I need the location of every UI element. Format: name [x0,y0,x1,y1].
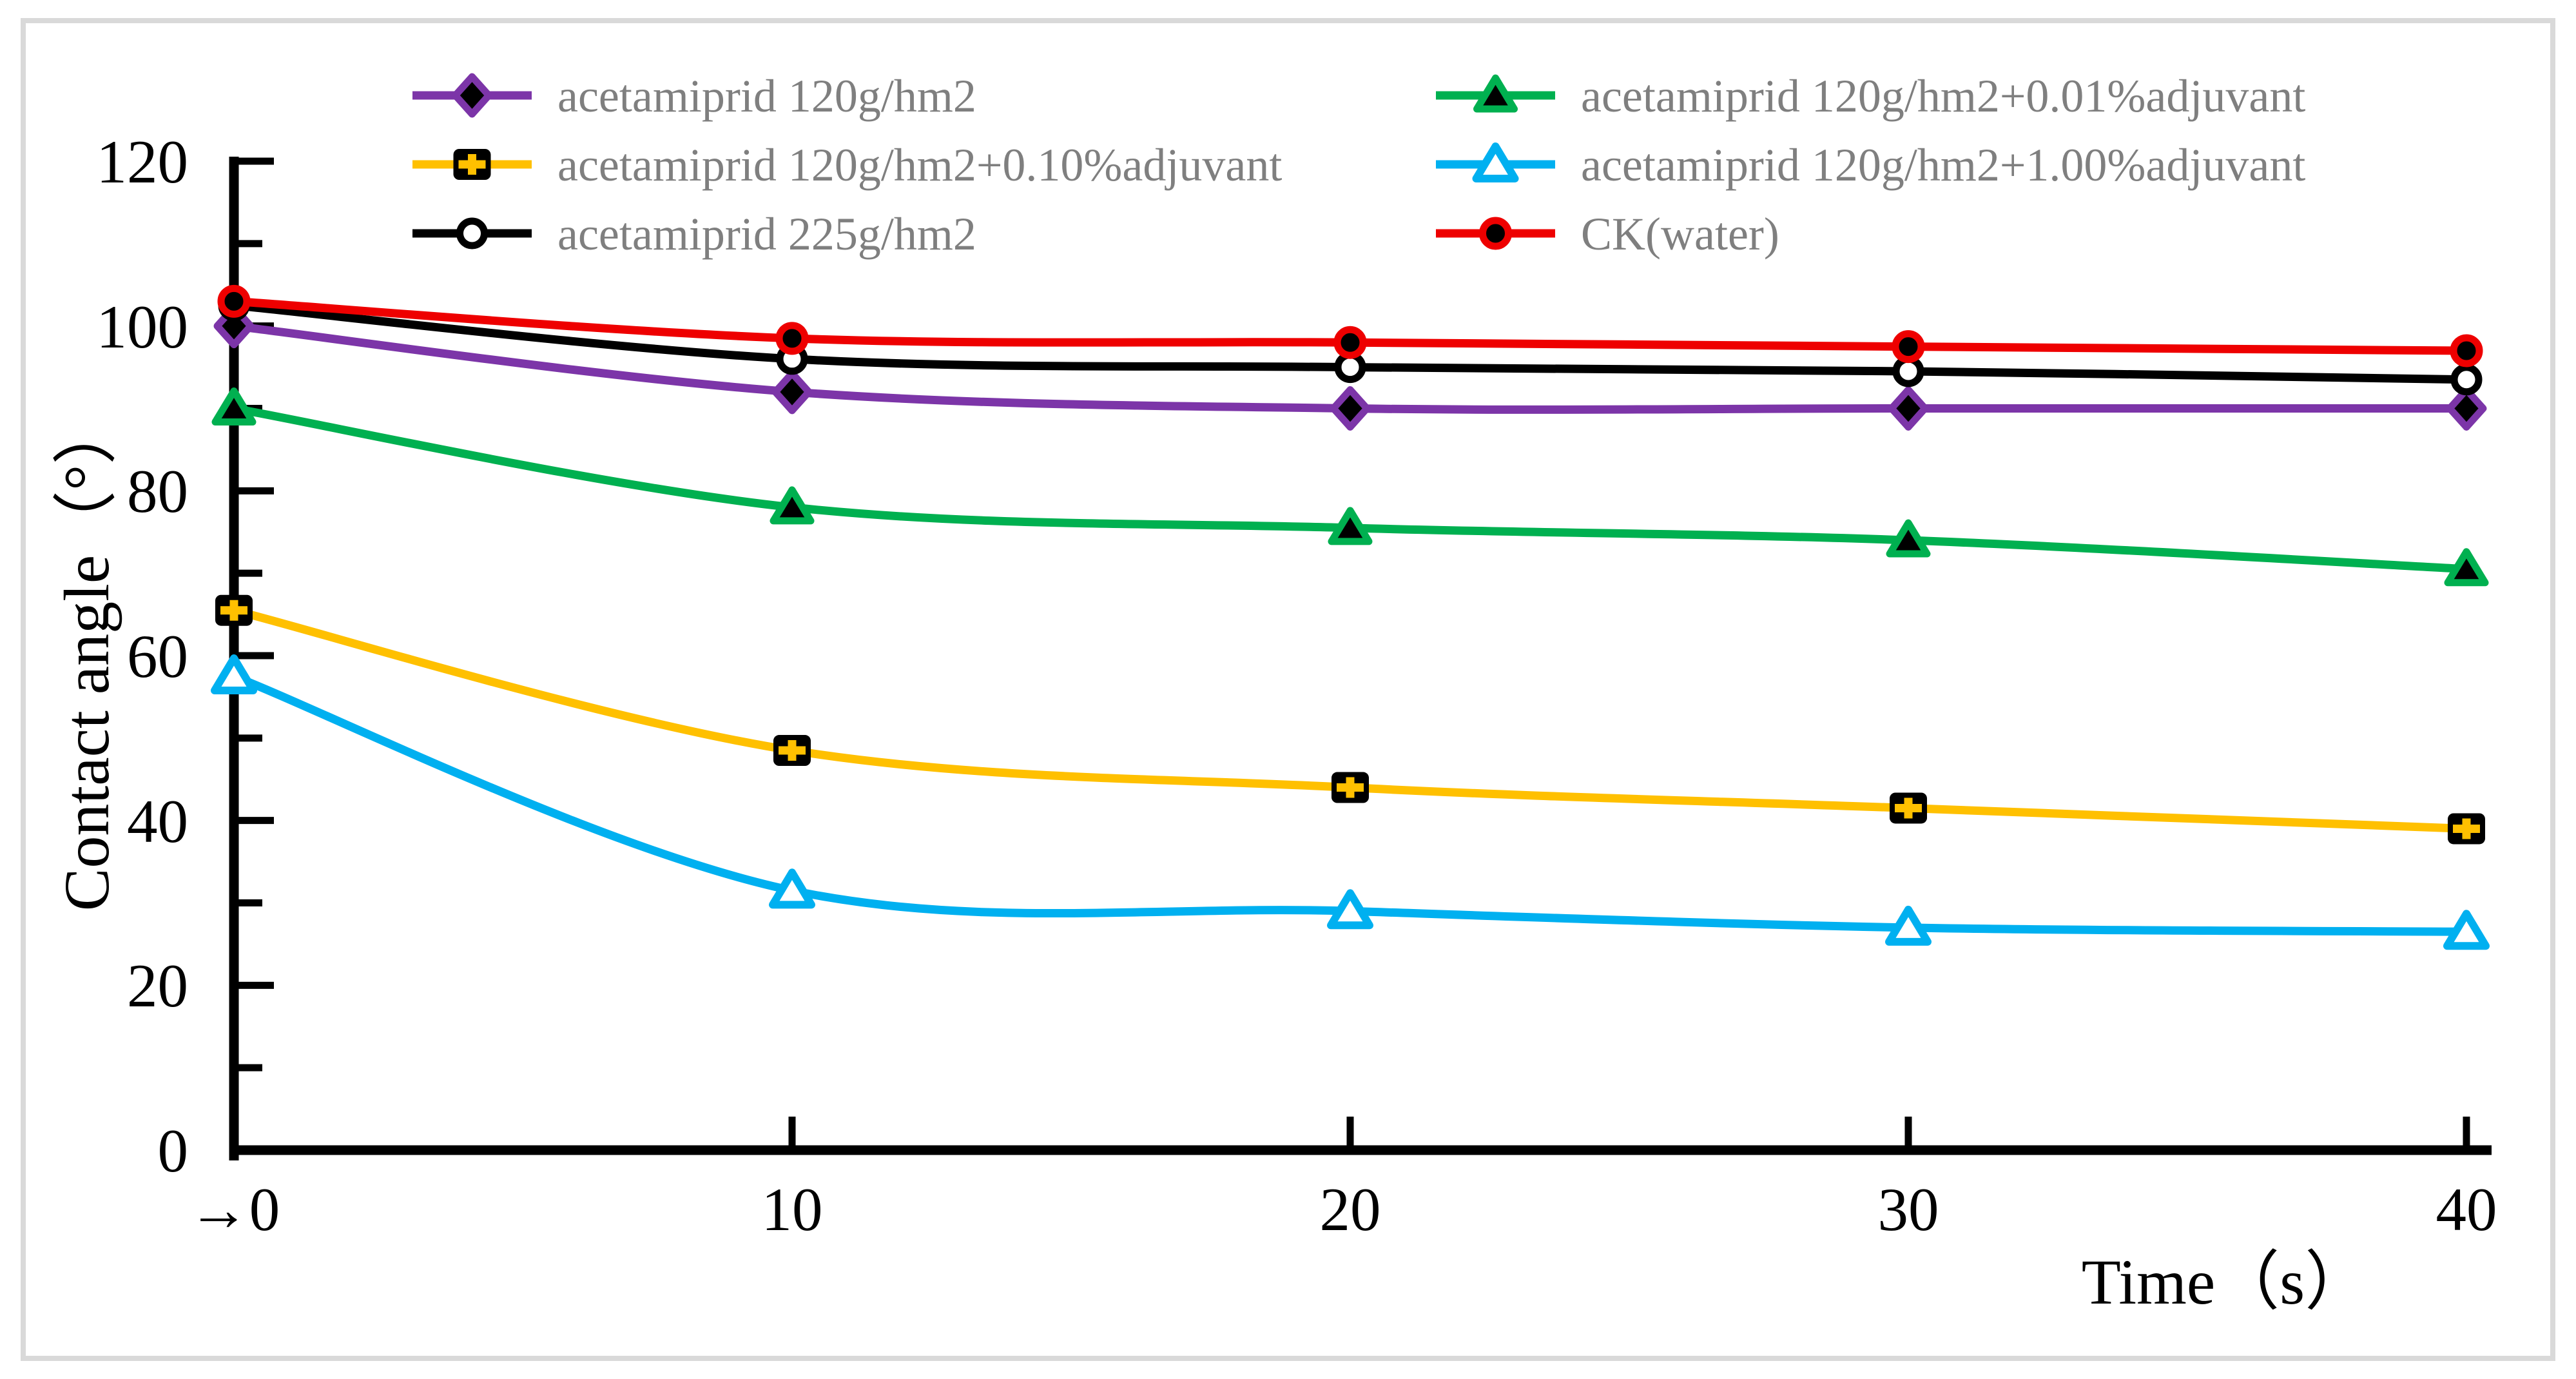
series-1 [211,387,2489,587]
y-tick-label-80: 80 [127,457,188,525]
y-axis-title: Contact angle（°） [51,400,122,912]
triangle-open-marker [769,868,815,909]
legend-glyphs-layer [412,73,1555,250]
legend-label-acetamiprid-120-010: acetamiprid 120g/hm2+0.10%adjuvant [557,139,1282,191]
legend-label-acetamiprid-120-001: acetamiprid 120g/hm2+0.01%adjuvant [1581,70,2305,122]
circle-filled-marker [1892,330,1925,364]
x-tick-label-20: 20 [1320,1175,1381,1244]
diamond-filled-marker [1888,386,1929,431]
circle-open-marker [2450,364,2483,396]
triangle-open-marker [1472,142,1519,182]
triangle-open-marker [1885,905,1932,946]
series-layer [211,284,2490,950]
circle-filled-marker [2450,334,2483,367]
triangle-open-marker [1327,889,1373,930]
legend-label-acetamiprid-225: acetamiprid 225g/hm2 [557,208,976,260]
triangle-open-marker [211,654,257,694]
legend-key-5 [1436,217,1555,250]
series-5 [217,284,2483,367]
legend-label-ck-water: CK(water) [1581,208,1779,260]
diamond-filled-marker [771,369,813,415]
series-2 [215,594,2485,845]
triangle-filled-marker [211,387,257,425]
y-tick-label-100: 100 [97,293,189,361]
series-line [229,404,2471,574]
legend-label-acetamiprid-120-100: acetamiprid 120g/hm2+1.00%adjuvant [1581,139,2305,191]
triangle-filled-marker [2444,548,2489,587]
x-tick-label-40: 40 [2436,1175,2497,1244]
triangle-open-marker [2443,910,2490,950]
triangle-filled-marker [1886,519,1931,558]
axes-layer [229,157,2492,1160]
series-3 [211,654,2490,950]
y-tick-label-20: 20 [127,952,188,1020]
x-axis-title: Time（s） [2082,1246,2369,1318]
y-tick-label-120: 120 [97,128,189,196]
legend-key-3 [1436,142,1555,182]
circle-filled-marker [1479,217,1512,250]
y-tick-label-40: 40 [127,787,188,856]
triangle-filled-marker [1328,507,1373,545]
diamond-filled-marker [1330,386,1371,431]
circle-open-marker [456,217,488,249]
legend-key-2 [412,149,532,180]
circle-filled-marker [775,322,809,355]
y-tick-label-0: 0 [158,1117,189,1185]
triangle-filled-marker [1473,74,1518,113]
x-tick-label-30: 30 [1878,1175,1939,1244]
diamond-filled-marker [452,73,492,118]
triangle-filled-marker [770,486,815,525]
circle-filled-marker [1333,326,1367,359]
legend-key-1 [1436,74,1555,113]
legend-key-4 [412,217,532,249]
y-tick-label-60: 60 [127,622,188,690]
x-tick-label-10: 10 [762,1175,823,1244]
legend-label-acetamiprid-120: acetamiprid 120g/hm2 [557,70,976,122]
x-tick-label-arrow0: →0 [188,1175,280,1244]
diamond-filled-marker [2446,386,2487,431]
circle-filled-marker [217,284,251,318]
legend-key-0 [412,73,532,118]
